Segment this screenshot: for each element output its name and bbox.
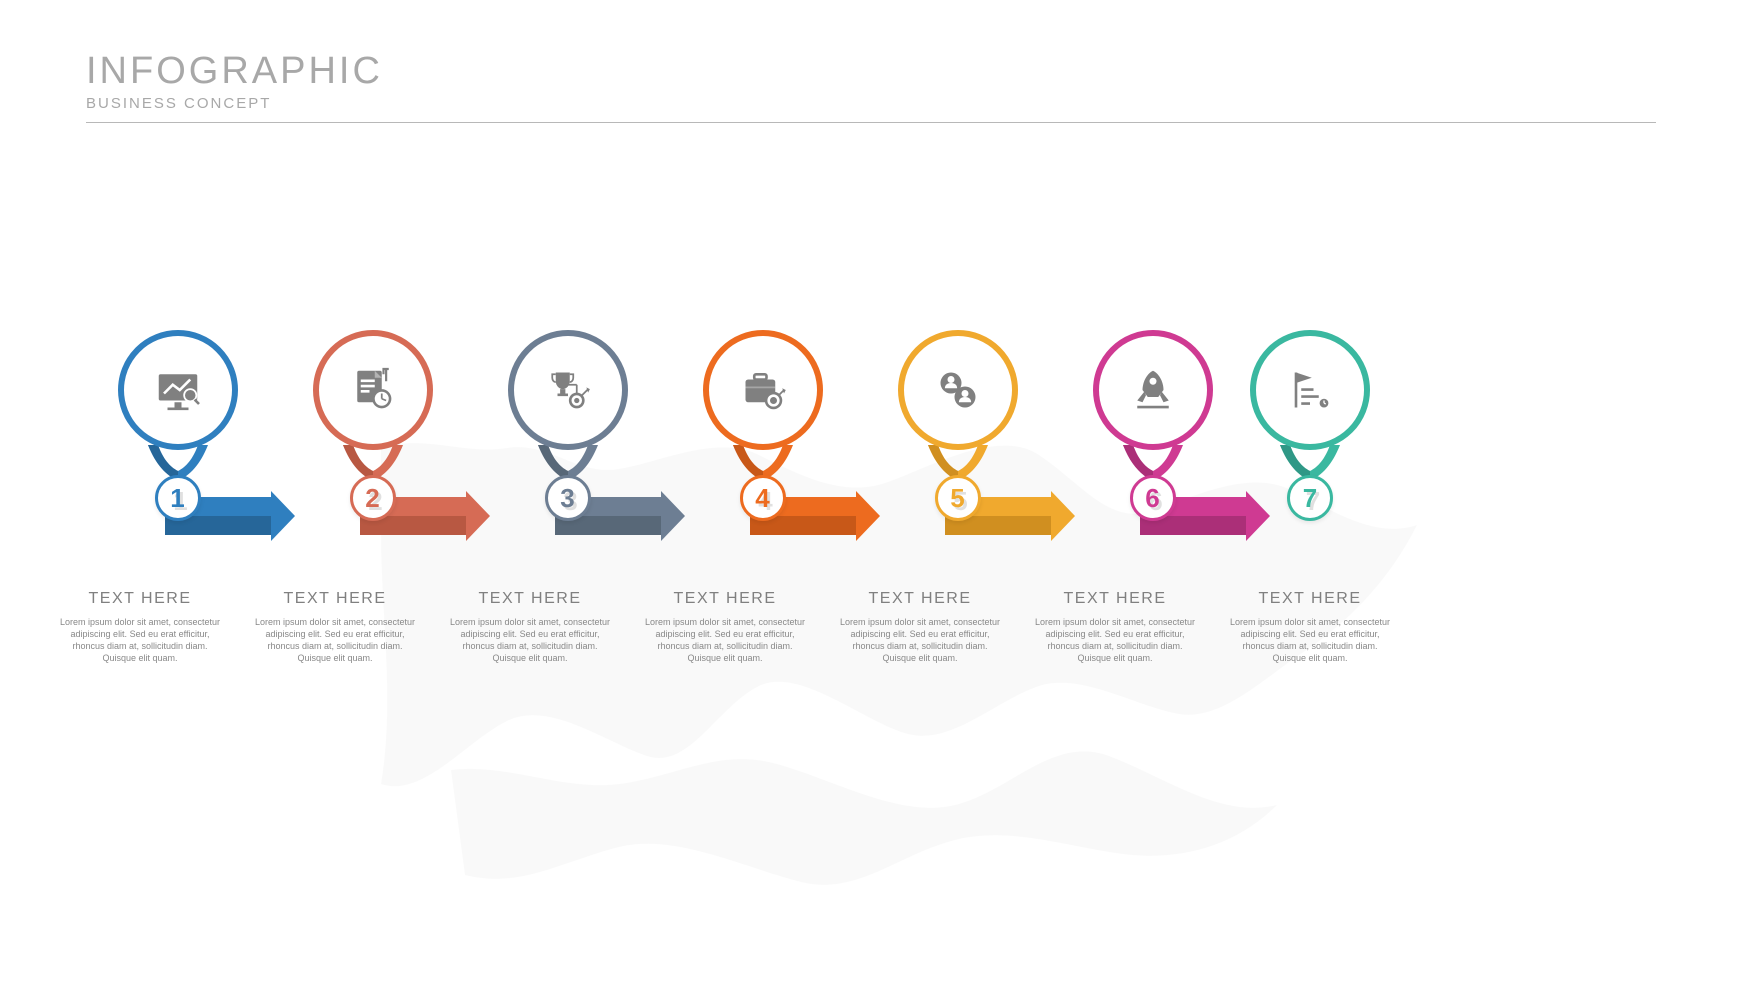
milestone-flag-icon bbox=[1282, 362, 1338, 418]
step-number: 77 bbox=[1303, 483, 1317, 514]
step-number-badge: 77 bbox=[1287, 475, 1333, 521]
people-swap-icon bbox=[930, 362, 986, 418]
step-body: Lorem ipsum dolor sit amet, consectetur … bbox=[55, 616, 225, 665]
briefcase-target-icon bbox=[735, 362, 791, 418]
step-text-block: TEXT HERE Lorem ipsum dolor sit amet, con… bbox=[1225, 590, 1395, 665]
step-title: TEXT HERE bbox=[55, 590, 225, 608]
step-number: 66 bbox=[1145, 483, 1159, 514]
step-title: TEXT HERE bbox=[445, 590, 615, 608]
trophy-target-icon bbox=[540, 362, 596, 418]
step-icon-circle bbox=[898, 330, 1018, 450]
step-number: 11 bbox=[170, 483, 184, 514]
step-number-badge: 66 bbox=[1130, 475, 1176, 521]
step-body: Lorem ipsum dolor sit amet, consectetur … bbox=[250, 616, 420, 665]
step-text-block: TEXT HERE Lorem ipsum dolor sit amet, con… bbox=[640, 590, 810, 665]
timeline-step-3: 33TEXT HERELorem ipsum dolor sit amet, c… bbox=[470, 330, 665, 521]
analytics-chart-icon bbox=[150, 362, 206, 418]
step-number: 22 bbox=[365, 483, 379, 514]
header: INFOGRAPHIC BUSINESS CONCEPT bbox=[86, 50, 1656, 123]
step-title: TEXT HERE bbox=[1225, 590, 1395, 608]
timeline-container: 11 TEXT HERE Lorem ipsum dolor sit amet, c… bbox=[80, 330, 1692, 670]
step-text-block: TEXT HERE Lorem ipsum dolor sit amet, con… bbox=[1030, 590, 1200, 665]
step-text-block: TEXT HERE Lorem ipsum dolor sit amet, con… bbox=[445, 590, 615, 665]
step-title: TEXT HERE bbox=[250, 590, 420, 608]
timeline-step-4: 44TEXT HERELorem ipsum dolor sit amet, c… bbox=[665, 330, 860, 521]
timeline-step-5: 55TEXT HERELorem ipsum dolor sit amet, c… bbox=[860, 330, 1055, 521]
page-subtitle: BUSINESS CONCEPT bbox=[86, 95, 1656, 112]
step-text-block: TEXT HERE Lorem ipsum dolor sit amet, con… bbox=[835, 590, 1005, 665]
header-divider bbox=[86, 122, 1656, 123]
step-icon-circle bbox=[703, 330, 823, 450]
step-icon-circle bbox=[1093, 330, 1213, 450]
rocket-launch-icon bbox=[1125, 362, 1181, 418]
step-icon-circle bbox=[1250, 330, 1370, 450]
step-title: TEXT HERE bbox=[835, 590, 1005, 608]
step-icon-circle bbox=[313, 330, 433, 450]
step-text-block: TEXT HERE Lorem ipsum dolor sit amet, con… bbox=[55, 590, 225, 665]
step-number: 55 bbox=[950, 483, 964, 514]
step-title: TEXT HERE bbox=[1030, 590, 1200, 608]
step-number: 44 bbox=[755, 483, 769, 514]
step-number-badge: 11 bbox=[155, 475, 201, 521]
step-title: TEXT HERE bbox=[640, 590, 810, 608]
step-number-badge: 44 bbox=[740, 475, 786, 521]
step-icon-circle bbox=[118, 330, 238, 450]
step-body: Lorem ipsum dolor sit amet, consectetur … bbox=[835, 616, 1005, 665]
step-number-badge: 22 bbox=[350, 475, 396, 521]
step-text-block: TEXT HERE Lorem ipsum dolor sit amet, con… bbox=[250, 590, 420, 665]
step-number: 33 bbox=[560, 483, 574, 514]
step-body: Lorem ipsum dolor sit amet, consectetur … bbox=[1030, 616, 1200, 665]
step-number-badge: 55 bbox=[935, 475, 981, 521]
step-number-badge: 33 bbox=[545, 475, 591, 521]
step-body: Lorem ipsum dolor sit amet, consectetur … bbox=[445, 616, 615, 665]
step-body: Lorem ipsum dolor sit amet, consectetur … bbox=[1225, 616, 1395, 665]
document-clock-icon bbox=[345, 362, 401, 418]
step-icon-circle bbox=[508, 330, 628, 450]
page-title: INFOGRAPHIC bbox=[86, 50, 1656, 93]
timeline-step-2: 22TEXT HERELorem ipsum dolor sit amet, c… bbox=[275, 330, 470, 521]
timeline-step-6: 66TEXT HERELorem ipsum dolor sit amet, c… bbox=[1055, 330, 1250, 521]
timeline-step-1: 11TEXT HERELorem ipsum dolor sit amet, c… bbox=[80, 330, 275, 521]
step-body: Lorem ipsum dolor sit amet, consectetur … bbox=[640, 616, 810, 665]
